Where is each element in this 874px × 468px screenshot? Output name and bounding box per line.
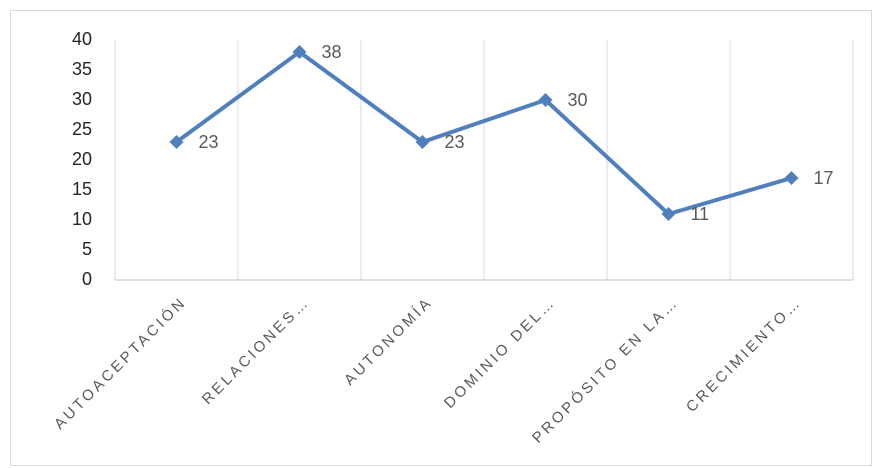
y-tick-label: 35 — [72, 59, 92, 79]
y-tick-label: 30 — [72, 89, 92, 109]
y-tick-label: 25 — [72, 119, 92, 139]
data-label: 23 — [445, 132, 465, 152]
point-marker — [784, 171, 799, 185]
y-tick-label: 0 — [82, 269, 92, 289]
data-label: 30 — [568, 90, 588, 110]
data-label: 38 — [322, 42, 342, 62]
y-tick-label: 20 — [72, 149, 92, 169]
point-marker — [169, 135, 184, 149]
data-label: 11 — [691, 204, 710, 224]
point-marker — [661, 207, 676, 221]
point-marker — [415, 135, 430, 149]
y-tick-label: 5 — [82, 239, 92, 259]
data-label: 23 — [199, 132, 219, 152]
y-tick-label: 15 — [72, 179, 92, 199]
data-label: 17 — [814, 168, 834, 188]
y-tick-label: 40 — [72, 29, 92, 49]
point-marker — [538, 93, 553, 107]
point-marker — [292, 45, 307, 59]
series-line — [175, 50, 793, 216]
chart-border — [10, 10, 872, 466]
y-tick-label: 10 — [72, 209, 92, 229]
